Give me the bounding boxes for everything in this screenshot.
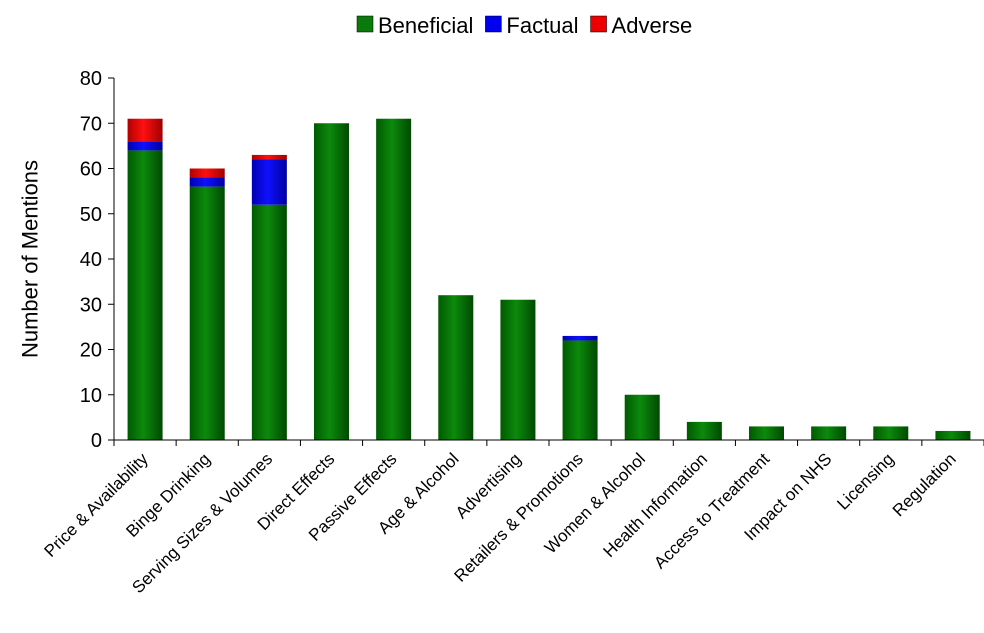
bar-segment-beneficial	[438, 295, 474, 440]
bar-segment-factual	[562, 335, 598, 341]
bars	[127, 118, 971, 440]
bar-segment-beneficial	[811, 426, 847, 440]
bar-segment-beneficial	[314, 123, 349, 440]
bar-segment-beneficial	[376, 118, 412, 440]
bar-segment-beneficial	[624, 394, 660, 440]
bar-segment-factual	[251, 159, 287, 205]
bar-segment-beneficial	[935, 430, 971, 440]
y-tick-label: 20	[80, 340, 102, 362]
bar-segment-adverse	[251, 154, 287, 160]
legend-swatch-beneficial	[356, 15, 374, 33]
bar-segment-beneficial	[189, 186, 225, 440]
y-tick-label: 10	[80, 385, 102, 407]
x-tick-label: Access to Treatment	[650, 449, 773, 572]
legend-label-adverse: Adverse	[612, 13, 693, 38]
x-tick-label: Price & Availability	[40, 449, 152, 561]
bar-segment-beneficial	[873, 426, 909, 440]
x-tick-label: Regulation	[889, 449, 960, 520]
y-tick-label: 40	[80, 249, 102, 271]
legend: Beneficial Factual Adverse	[356, 13, 693, 38]
legend-swatch-factual	[485, 15, 502, 33]
bar-segment-factual	[189, 177, 225, 187]
bar-segment-beneficial	[127, 150, 163, 440]
y-tick-label: 70	[80, 113, 102, 135]
x-tick-label: Licensing	[833, 449, 897, 513]
bar-segment-beneficial	[749, 426, 784, 440]
y-axis-title: Number of Mentions	[18, 160, 43, 358]
y-tick-label: 50	[80, 204, 102, 226]
y-tick-label: 60	[80, 159, 102, 181]
y-tick-label: 80	[80, 68, 102, 90]
bar-segment-beneficial	[686, 421, 722, 440]
bar-segment-beneficial	[500, 299, 536, 440]
bar-segment-adverse	[127, 118, 163, 142]
bar-segment-adverse	[189, 168, 225, 178]
bar-segment-beneficial	[251, 204, 287, 440]
legend-label-beneficial: Beneficial	[378, 13, 473, 38]
legend-label-factual: Factual	[506, 13, 578, 38]
y-axis: 0 10 20 30 40 50 60 70 80	[80, 68, 115, 452]
y-tick-label: 0	[91, 430, 102, 452]
y-tick-label: 30	[80, 294, 102, 316]
bar-segment-factual	[127, 141, 163, 151]
x-tick-label: Health Information	[600, 449, 712, 561]
bar-segment-beneficial	[562, 340, 598, 440]
legend-swatch-adverse	[590, 15, 607, 33]
